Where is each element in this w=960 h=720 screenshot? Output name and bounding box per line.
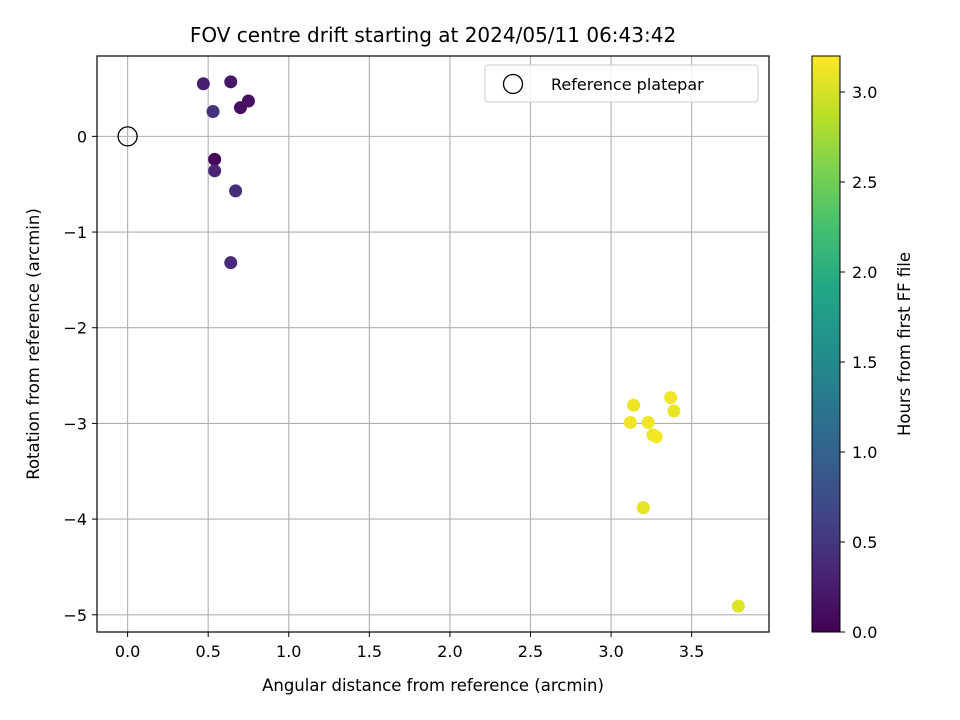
data-point [649,430,663,444]
y-tick-label: −5 [63,606,87,625]
data-point [208,164,222,178]
data-point [623,415,637,429]
grid-lines [97,56,769,632]
x-tick-label: 1.0 [276,642,301,661]
x-axis-label: Angular distance from reference (arcmin) [262,676,604,695]
reference-platepar-marker [117,126,138,147]
data-point [224,256,238,270]
colorbar-tick-label: 3.0 [852,83,877,102]
x-tick-label: 2.0 [437,642,462,661]
y-axis-label: Rotation from reference (arcmin) [24,208,43,480]
data-point [229,184,243,198]
data-point [224,75,238,89]
data-point [241,94,255,108]
data-point [731,599,745,613]
data-points [117,75,745,613]
colorbar-tick-label: 2.0 [852,263,877,282]
legend-frame [484,64,759,103]
data-point [206,104,220,118]
plot-frame [96,55,770,633]
legend-reference-marker [502,73,524,95]
data-point [641,415,655,429]
colorbar-tick-label: 0.0 [852,623,877,642]
data-point [208,152,222,166]
colorbar-ticks: 0.0 0.5 1.0 1.5 2.0 2.5 3.0 [840,83,877,642]
y-tick-label: 0 [77,127,87,146]
y-tick-label: −4 [63,510,87,529]
y-tick-label: −3 [63,414,87,433]
data-point [627,398,641,412]
y-tick-label: −2 [63,319,87,338]
x-tick-label: 0.0 [115,642,140,661]
colorbar-gradient [811,55,841,633]
colorbar-label: Hours from first FF file [895,252,914,436]
colorbar-tick-label: 1.0 [852,443,877,462]
data-point [196,77,210,91]
colorbar: 0.0 0.5 1.0 1.5 2.0 2.5 3.0 Hours from first F… [811,55,914,642]
colorbar-tick-label: 1.5 [852,353,877,372]
x-tick-label: 0.5 [195,642,220,661]
legend-entry-reference: Reference platepar [551,75,704,94]
y-axis-ticks: 0 −1 −2 −3 −4 −5 [63,127,97,625]
data-point [667,404,681,418]
data-point [664,391,678,405]
x-tick-label: 2.5 [518,642,543,661]
y-tick-label: −1 [63,223,87,242]
x-tick-label: 1.5 [357,642,382,661]
x-tick-label: 3.0 [598,642,623,661]
legend: Reference platepar [484,64,759,103]
colorbar-tick-label: 2.5 [852,173,877,192]
chart-title: FOV centre drift starting at 2024/05/11 … [190,23,676,47]
x-axis-ticks: 0.0 0.5 1.0 1.5 2.0 2.5 3.0 3.5 [115,632,704,661]
x-tick-label: 3.5 [679,642,704,661]
colorbar-tick-label: 0.5 [852,533,877,552]
data-point [636,501,650,515]
